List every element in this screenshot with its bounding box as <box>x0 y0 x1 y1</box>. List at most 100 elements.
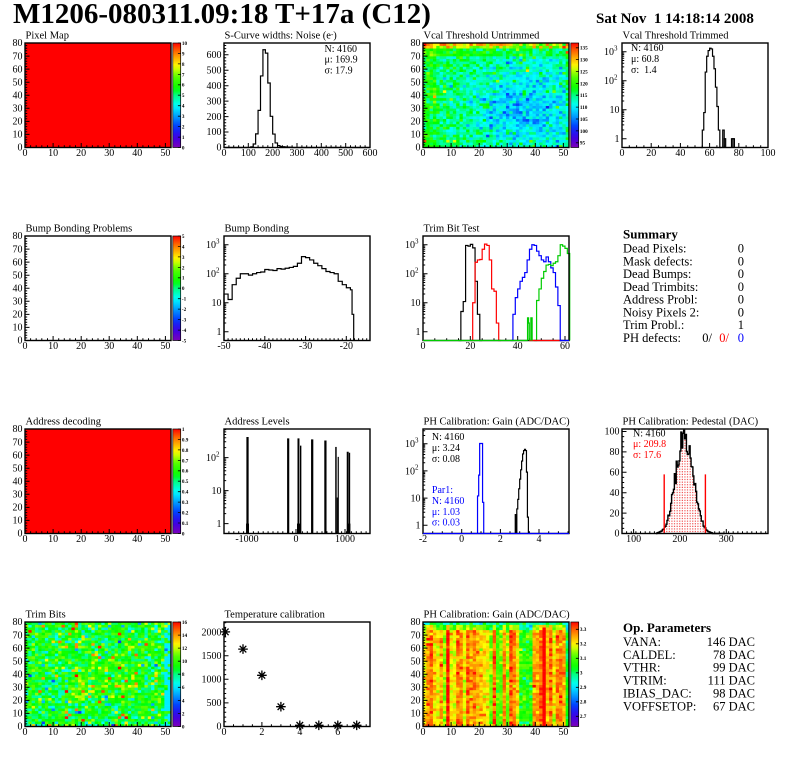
svg-text:N: 4160: N: 4160 <box>633 428 666 439</box>
svg-text:μ: 169.9: μ: 169.9 <box>325 55 358 66</box>
svg-text:0/: 0/ <box>702 331 712 345</box>
svg-text:4: 4 <box>182 104 185 110</box>
svg-text:0: 0 <box>23 727 28 738</box>
svg-text:0: 0 <box>18 529 23 540</box>
svg-text:80: 80 <box>610 447 620 458</box>
svg-text:0: 0 <box>738 331 744 345</box>
svg-text:500: 500 <box>207 65 222 76</box>
svg-text:400: 400 <box>207 81 222 92</box>
svg-text:300: 300 <box>719 534 734 545</box>
svg-text:PH defects:: PH defects: <box>623 331 681 345</box>
svg-text:500: 500 <box>338 148 353 159</box>
svg-text:110: 110 <box>580 105 588 111</box>
svg-text:70: 70 <box>13 51 23 62</box>
svg-text:0.7: 0.7 <box>182 458 189 464</box>
svg-text:3: 3 <box>415 238 419 246</box>
svg-text:50: 50 <box>160 534 170 545</box>
svg-text:30: 30 <box>13 104 23 115</box>
svg-text:10: 10 <box>411 494 421 505</box>
svg-text:125: 125 <box>580 69 588 75</box>
svg-text:PH Calibration: Gain (ADC/DAC): PH Calibration: Gain (ADC/DAC) <box>424 610 571 621</box>
svg-text:-30: -30 <box>299 341 312 352</box>
svg-text:20: 20 <box>13 310 23 321</box>
svg-text:200: 200 <box>672 534 687 545</box>
svg-text:30: 30 <box>13 683 23 694</box>
svg-text:20: 20 <box>465 341 475 352</box>
svg-text:10: 10 <box>182 659 188 665</box>
svg-text:M1206-080311.09:18 T+17a (C12): M1206-080311.09:18 T+17a (C12) <box>13 0 431 30</box>
svg-text:40: 40 <box>13 90 23 101</box>
svg-text:70: 70 <box>13 437 23 448</box>
svg-text:-2: -2 <box>182 307 187 313</box>
svg-text:N: 4160: N: 4160 <box>432 432 465 443</box>
svg-text:50: 50 <box>13 270 23 281</box>
svg-text:2: 2 <box>259 727 264 738</box>
svg-text:μ: 1.03: μ: 1.03 <box>432 507 460 518</box>
svg-text:40: 40 <box>132 534 142 545</box>
svg-text:600: 600 <box>363 148 378 159</box>
svg-text:40: 40 <box>675 148 685 159</box>
svg-text:50: 50 <box>160 727 170 738</box>
svg-text:10: 10 <box>206 269 216 280</box>
svg-text:Vcal Threshold Untrimmed: Vcal Threshold Untrimmed <box>424 31 541 42</box>
svg-text:100: 100 <box>761 148 776 159</box>
svg-text:Bump Bonding Problems: Bump Bonding Problems <box>26 224 133 235</box>
svg-text:μ: 209.8: μ: 209.8 <box>633 439 666 450</box>
svg-text:40: 40 <box>13 669 23 680</box>
svg-text:1: 1 <box>615 134 620 145</box>
svg-text:PH Calibration: Pedestal (DAC): PH Calibration: Pedestal (DAC) <box>623 417 759 428</box>
svg-text:S-Curve widths: Noise (e-): S-Curve widths: Noise (e-) <box>225 31 338 42</box>
svg-text:10: 10 <box>212 298 222 309</box>
svg-text:10: 10 <box>405 269 415 280</box>
svg-text:1: 1 <box>182 135 185 141</box>
svg-text:1000: 1000 <box>335 534 355 545</box>
svg-text:6: 6 <box>182 685 185 691</box>
svg-text:60: 60 <box>13 257 23 268</box>
svg-text:0: 0 <box>182 286 185 292</box>
svg-text:5: 5 <box>182 234 185 240</box>
svg-text:200: 200 <box>207 112 222 123</box>
svg-text:-40: -40 <box>258 341 271 352</box>
svg-text:20: 20 <box>646 148 656 159</box>
svg-text:20: 20 <box>474 148 484 159</box>
svg-text:10: 10 <box>48 727 58 738</box>
svg-text:30: 30 <box>502 148 512 159</box>
svg-text:3: 3 <box>182 114 185 120</box>
svg-text:0.5: 0.5 <box>182 479 189 485</box>
svg-text:0: 0 <box>222 148 227 159</box>
svg-text:-50: -50 <box>217 341 230 352</box>
svg-text:10: 10 <box>13 323 23 334</box>
svg-text:-4: -4 <box>182 328 187 334</box>
svg-text:-1: -1 <box>182 297 187 303</box>
svg-text:0: 0 <box>459 534 464 545</box>
svg-text:10: 10 <box>13 709 23 720</box>
svg-text:50: 50 <box>13 77 23 88</box>
svg-text:0/: 0/ <box>719 331 729 345</box>
svg-text:50: 50 <box>13 656 23 667</box>
svg-text:2: 2 <box>182 125 185 131</box>
svg-text:0.4: 0.4 <box>182 490 189 496</box>
svg-text:40: 40 <box>411 90 421 101</box>
svg-text:20: 20 <box>411 117 421 128</box>
svg-text:3: 3 <box>614 45 618 53</box>
svg-text:0: 0 <box>421 148 426 159</box>
svg-text:0: 0 <box>620 148 625 159</box>
svg-text:40: 40 <box>13 476 23 487</box>
svg-text:100: 100 <box>605 427 620 438</box>
svg-text:0: 0 <box>18 143 23 154</box>
svg-text:30: 30 <box>13 297 23 308</box>
svg-text:40: 40 <box>530 148 540 159</box>
svg-text:10: 10 <box>604 47 614 58</box>
svg-text:200: 200 <box>265 148 280 159</box>
svg-text:50: 50 <box>13 463 23 474</box>
svg-text:30: 30 <box>104 148 114 159</box>
svg-text:10: 10 <box>48 534 58 545</box>
svg-text:10: 10 <box>182 41 188 47</box>
svg-text:14: 14 <box>182 633 188 639</box>
svg-text:30: 30 <box>104 341 114 352</box>
svg-text:10: 10 <box>604 76 614 87</box>
svg-text:2: 2 <box>614 74 618 82</box>
svg-text:10: 10 <box>446 148 456 159</box>
svg-text:2: 2 <box>415 267 419 275</box>
svg-text:2: 2 <box>216 450 220 458</box>
